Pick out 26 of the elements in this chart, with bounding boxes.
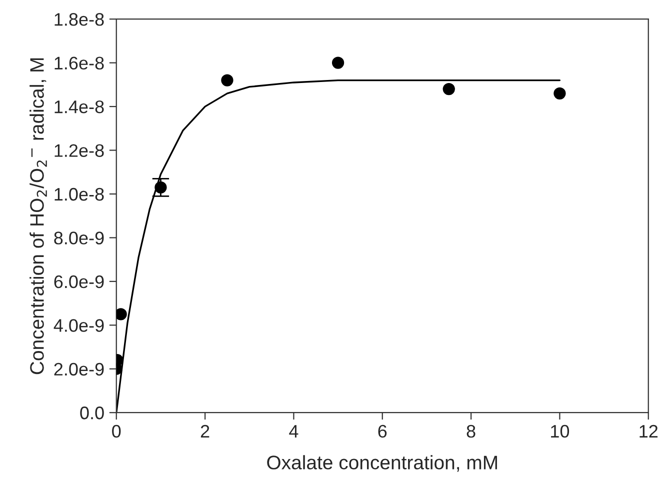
y-tick-label: 8.0e-9 bbox=[54, 232, 104, 244]
point bbox=[221, 74, 234, 86]
y-tick-label: 1.0e-8 bbox=[54, 188, 104, 201]
point bbox=[554, 87, 566, 100]
y-tick-label: 6.0e-9 bbox=[54, 275, 104, 288]
x-tick-label: 12 bbox=[640, 424, 658, 438]
x-tick-label: 0 bbox=[112, 424, 121, 438]
y-axis-title: Concentration of HO$_{2}$/O$_{2}$$^{−}$ radical, M bbox=[30, 58, 47, 374]
x-axis-title: Oxalate concentration, mM bbox=[267, 455, 497, 472]
x-tick-label: 2 bbox=[200, 424, 210, 438]
point bbox=[332, 56, 344, 69]
y-tick-label: 0.0 bbox=[80, 406, 104, 420]
point bbox=[116, 308, 127, 320]
y-tick-label: 1.2e-8 bbox=[54, 144, 104, 157]
point bbox=[442, 82, 455, 96]
x-tick-label: 4 bbox=[289, 425, 298, 438]
x-tick-label: 8 bbox=[466, 424, 476, 438]
line-series bbox=[116, 79, 561, 413]
y-tick-label: 1.4e-8 bbox=[54, 100, 104, 114]
y-tick-label: 1.6e-8 bbox=[54, 56, 104, 70]
y-tick-label: 2.0e-9 bbox=[54, 362, 104, 376]
y-tick-label: 1.8e-8 bbox=[54, 13, 104, 26]
x-tick-label: 6 bbox=[378, 424, 387, 438]
x-tick-label: 10 bbox=[551, 424, 570, 438]
y-tick-label: 4.0e-9 bbox=[54, 319, 104, 332]
point bbox=[154, 181, 167, 194]
